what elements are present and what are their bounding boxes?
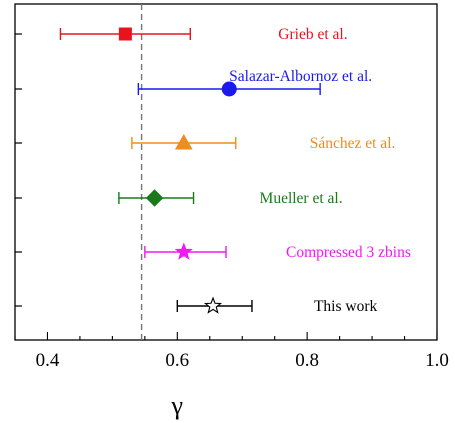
x-tick-label: 0.4	[36, 350, 60, 371]
x-tick-label: 0.8	[295, 350, 319, 371]
series-label-3: Mueller et al.	[260, 190, 343, 207]
marker-3	[145, 189, 164, 207]
x-tick-label: 0.6	[165, 350, 189, 371]
marker-0	[118, 27, 132, 41]
series-label-2: Sánchez et al.	[310, 135, 396, 152]
x-axis-title: γ	[171, 391, 184, 420]
series-label-5: This work	[314, 298, 378, 315]
marker-4	[174, 242, 193, 260]
marker-5	[203, 296, 223, 314]
marker-2	[174, 133, 193, 150]
series-label-4: Compressed 3 zbins	[286, 244, 411, 261]
x-tick-label: 1.0	[425, 350, 449, 371]
marker-1	[221, 81, 237, 97]
series-label-1: Salazar-Albornoz et al.	[229, 68, 372, 85]
series-label-0: Grieb et al.	[278, 26, 347, 43]
plot-frame	[14, 3, 438, 341]
